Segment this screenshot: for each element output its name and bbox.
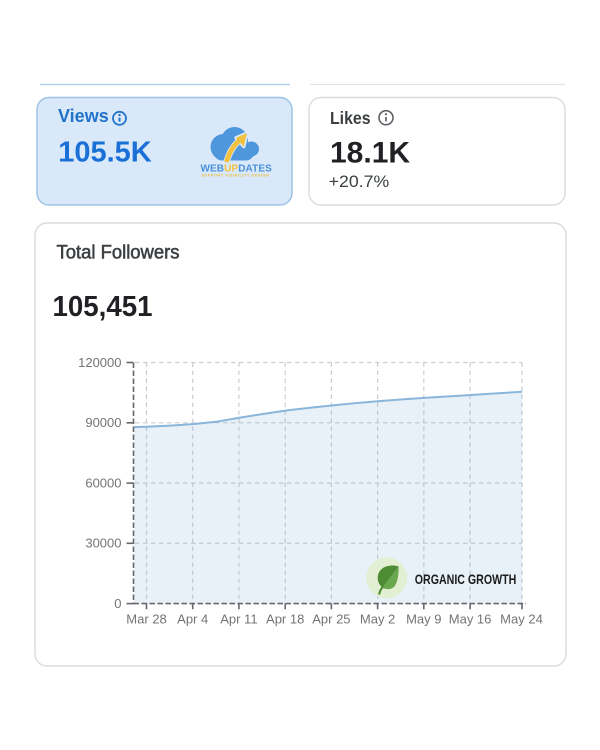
svg-text:30000: 30000 bbox=[85, 536, 121, 551]
svg-text:105,451: 105,451 bbox=[53, 291, 153, 323]
svg-text:60000: 60000 bbox=[85, 475, 121, 490]
svg-text:Apr 25: Apr 25 bbox=[312, 612, 350, 627]
svg-text:120000: 120000 bbox=[78, 355, 121, 370]
svg-text:May 24: May 24 bbox=[500, 612, 543, 627]
svg-text:Apr 11: Apr 11 bbox=[220, 612, 257, 627]
svg-text:Total Followers: Total Followers bbox=[57, 243, 180, 264]
svg-text:0: 0 bbox=[114, 596, 121, 611]
svg-text:105.5K: 105.5K bbox=[58, 137, 152, 169]
svg-text:Mar 28: Mar 28 bbox=[126, 612, 166, 627]
svg-text:May 2: May 2 bbox=[360, 612, 395, 627]
svg-text:Views: Views bbox=[58, 106, 109, 126]
svg-text:WEBUPDATES: WEBUPDATES bbox=[201, 164, 273, 175]
svg-text:Apr 4: Apr 4 bbox=[177, 612, 208, 627]
svg-text:+20.7%: +20.7% bbox=[329, 172, 390, 191]
svg-text:Likes: Likes bbox=[330, 108, 371, 128]
svg-text:Apr 18: Apr 18 bbox=[266, 612, 304, 627]
svg-text:18.1K: 18.1K bbox=[330, 136, 410, 169]
svg-text:SUPPORT VISIBILITY DESIGN: SUPPORT VISIBILITY DESIGN bbox=[201, 174, 269, 178]
svg-text:ORGANIC GROWTH: ORGANIC GROWTH bbox=[415, 571, 517, 587]
svg-text:May 9: May 9 bbox=[406, 612, 441, 627]
svg-text:90000: 90000 bbox=[85, 415, 121, 430]
svg-text:May 16: May 16 bbox=[449, 612, 492, 627]
